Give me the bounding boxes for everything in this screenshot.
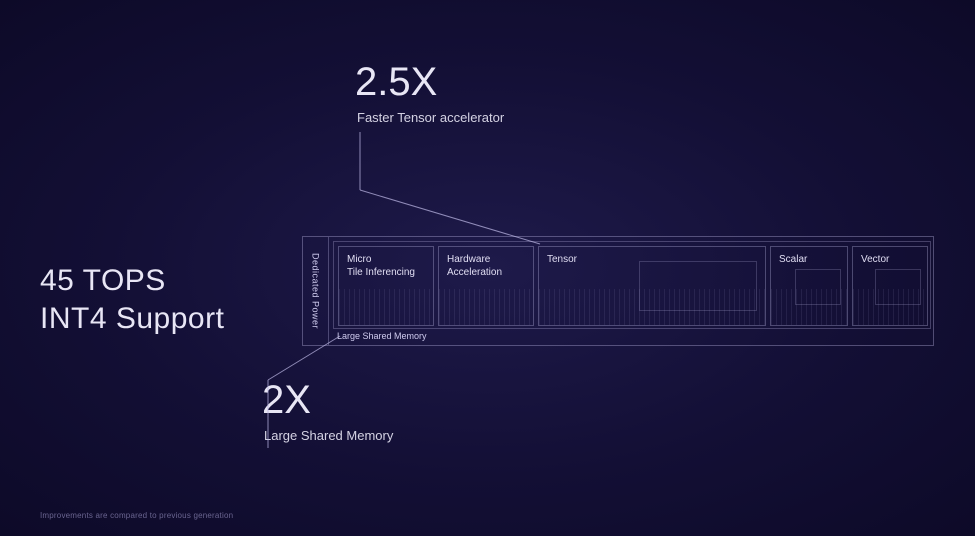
- block-micro: Micro Tile Inferencing: [338, 246, 434, 326]
- callout-bottom-value: 2X: [262, 378, 311, 423]
- dedicated-power-strip: Dedicated Power: [303, 237, 329, 345]
- block-vector-label1: Vector: [861, 253, 919, 266]
- shared-memory-label: Large Shared Memory: [337, 331, 427, 341]
- block-micro-label2: Tile Inferencing: [347, 266, 425, 279]
- headline-line2: INT4 Support: [40, 300, 224, 338]
- block-hardware-label1: Hardware: [447, 253, 525, 266]
- callout-top-value: 2.5X: [355, 60, 437, 105]
- footnote: Improvements are compared to previous ge…: [40, 511, 233, 520]
- dedicated-power-label: Dedicated Power: [311, 253, 321, 329]
- block-scalar-label1: Scalar: [779, 253, 839, 266]
- inner-region: Micro Tile Inferencing Hardware Accelera…: [333, 241, 931, 329]
- block-scalar: Scalar: [770, 246, 848, 326]
- headline-line1: 45 TOPS: [40, 262, 224, 300]
- block-vector: Vector: [852, 246, 928, 326]
- headline: 45 TOPS INT4 Support: [40, 262, 224, 337]
- block-tensor-ghost: [639, 261, 757, 311]
- block-hardware-label2: Acceleration: [447, 266, 525, 279]
- block-micro-label1: Micro: [347, 253, 425, 266]
- block-hardware: Hardware Acceleration: [438, 246, 534, 326]
- block-tensor: Tensor: [538, 246, 766, 326]
- architecture-diagram: Dedicated Power Micro Tile Inferencing H…: [302, 236, 934, 346]
- callout-top-subtitle: Faster Tensor accelerator: [357, 110, 504, 125]
- callout-bottom-subtitle: Large Shared Memory: [264, 428, 393, 443]
- block-vector-ghost: [875, 269, 921, 305]
- block-scalar-ghost: [795, 269, 841, 305]
